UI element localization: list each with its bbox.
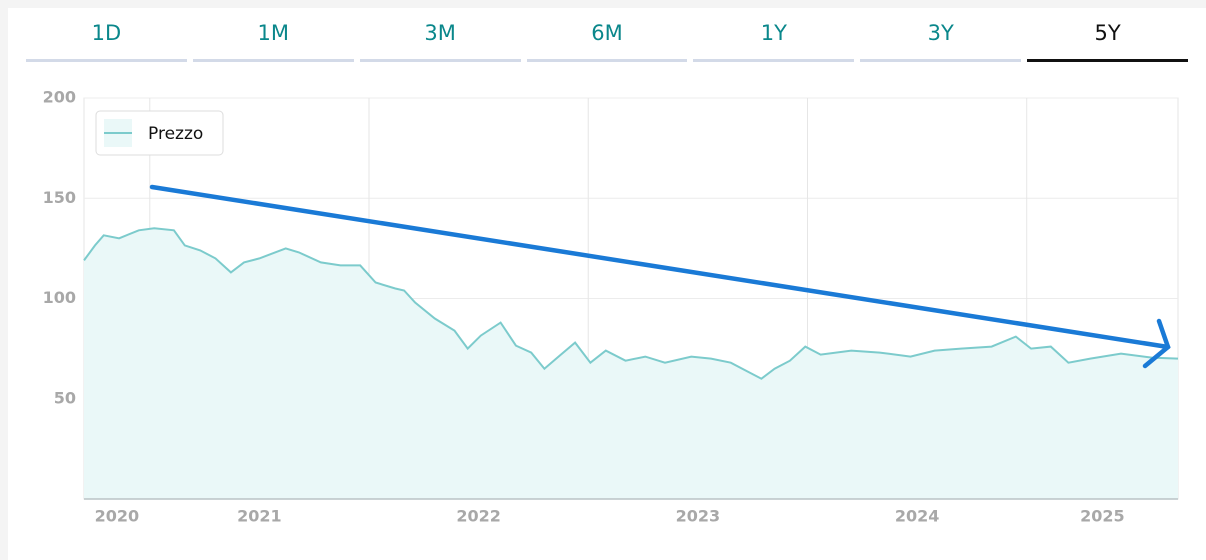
x-tick-label: 2022	[456, 507, 501, 526]
range-tab[interactable]: 3Y	[860, 10, 1022, 62]
trend-arrow-shaft	[149, 184, 1171, 350]
range-tab[interactable]: 1D	[26, 10, 187, 62]
legend-label: Prezzo	[148, 124, 203, 144]
range-tabs: 1D 1M 3M 6M 1Y 3Y 5Y	[26, 10, 1189, 62]
range-tab[interactable]: 5Y	[1027, 10, 1189, 62]
x-tick-label: 2023	[676, 507, 721, 526]
area	[84, 228, 1178, 500]
legend: Prezzo	[95, 110, 224, 156]
y-tick-label: 50	[54, 388, 76, 407]
trend-arrow-head	[1142, 318, 1171, 369]
range-tab[interactable]: 3M	[359, 10, 521, 62]
line	[83, 227, 1179, 380]
x-tick-label: 2021	[237, 507, 282, 526]
x-tick-label: 2020	[95, 507, 140, 526]
y-tick-label: 150	[43, 188, 76, 207]
x-tick-label: 2025	[1080, 507, 1125, 526]
range-tab[interactable]: 1Y	[693, 10, 855, 62]
range-tab[interactable]: 6M	[526, 10, 688, 62]
y-tick-label: 200	[43, 88, 76, 107]
trend-arrow	[149, 184, 1171, 369]
y-tick-label: 100	[43, 288, 76, 307]
x-tick-label: 2024	[895, 507, 940, 526]
range-tab[interactable]: 1M	[192, 10, 354, 62]
